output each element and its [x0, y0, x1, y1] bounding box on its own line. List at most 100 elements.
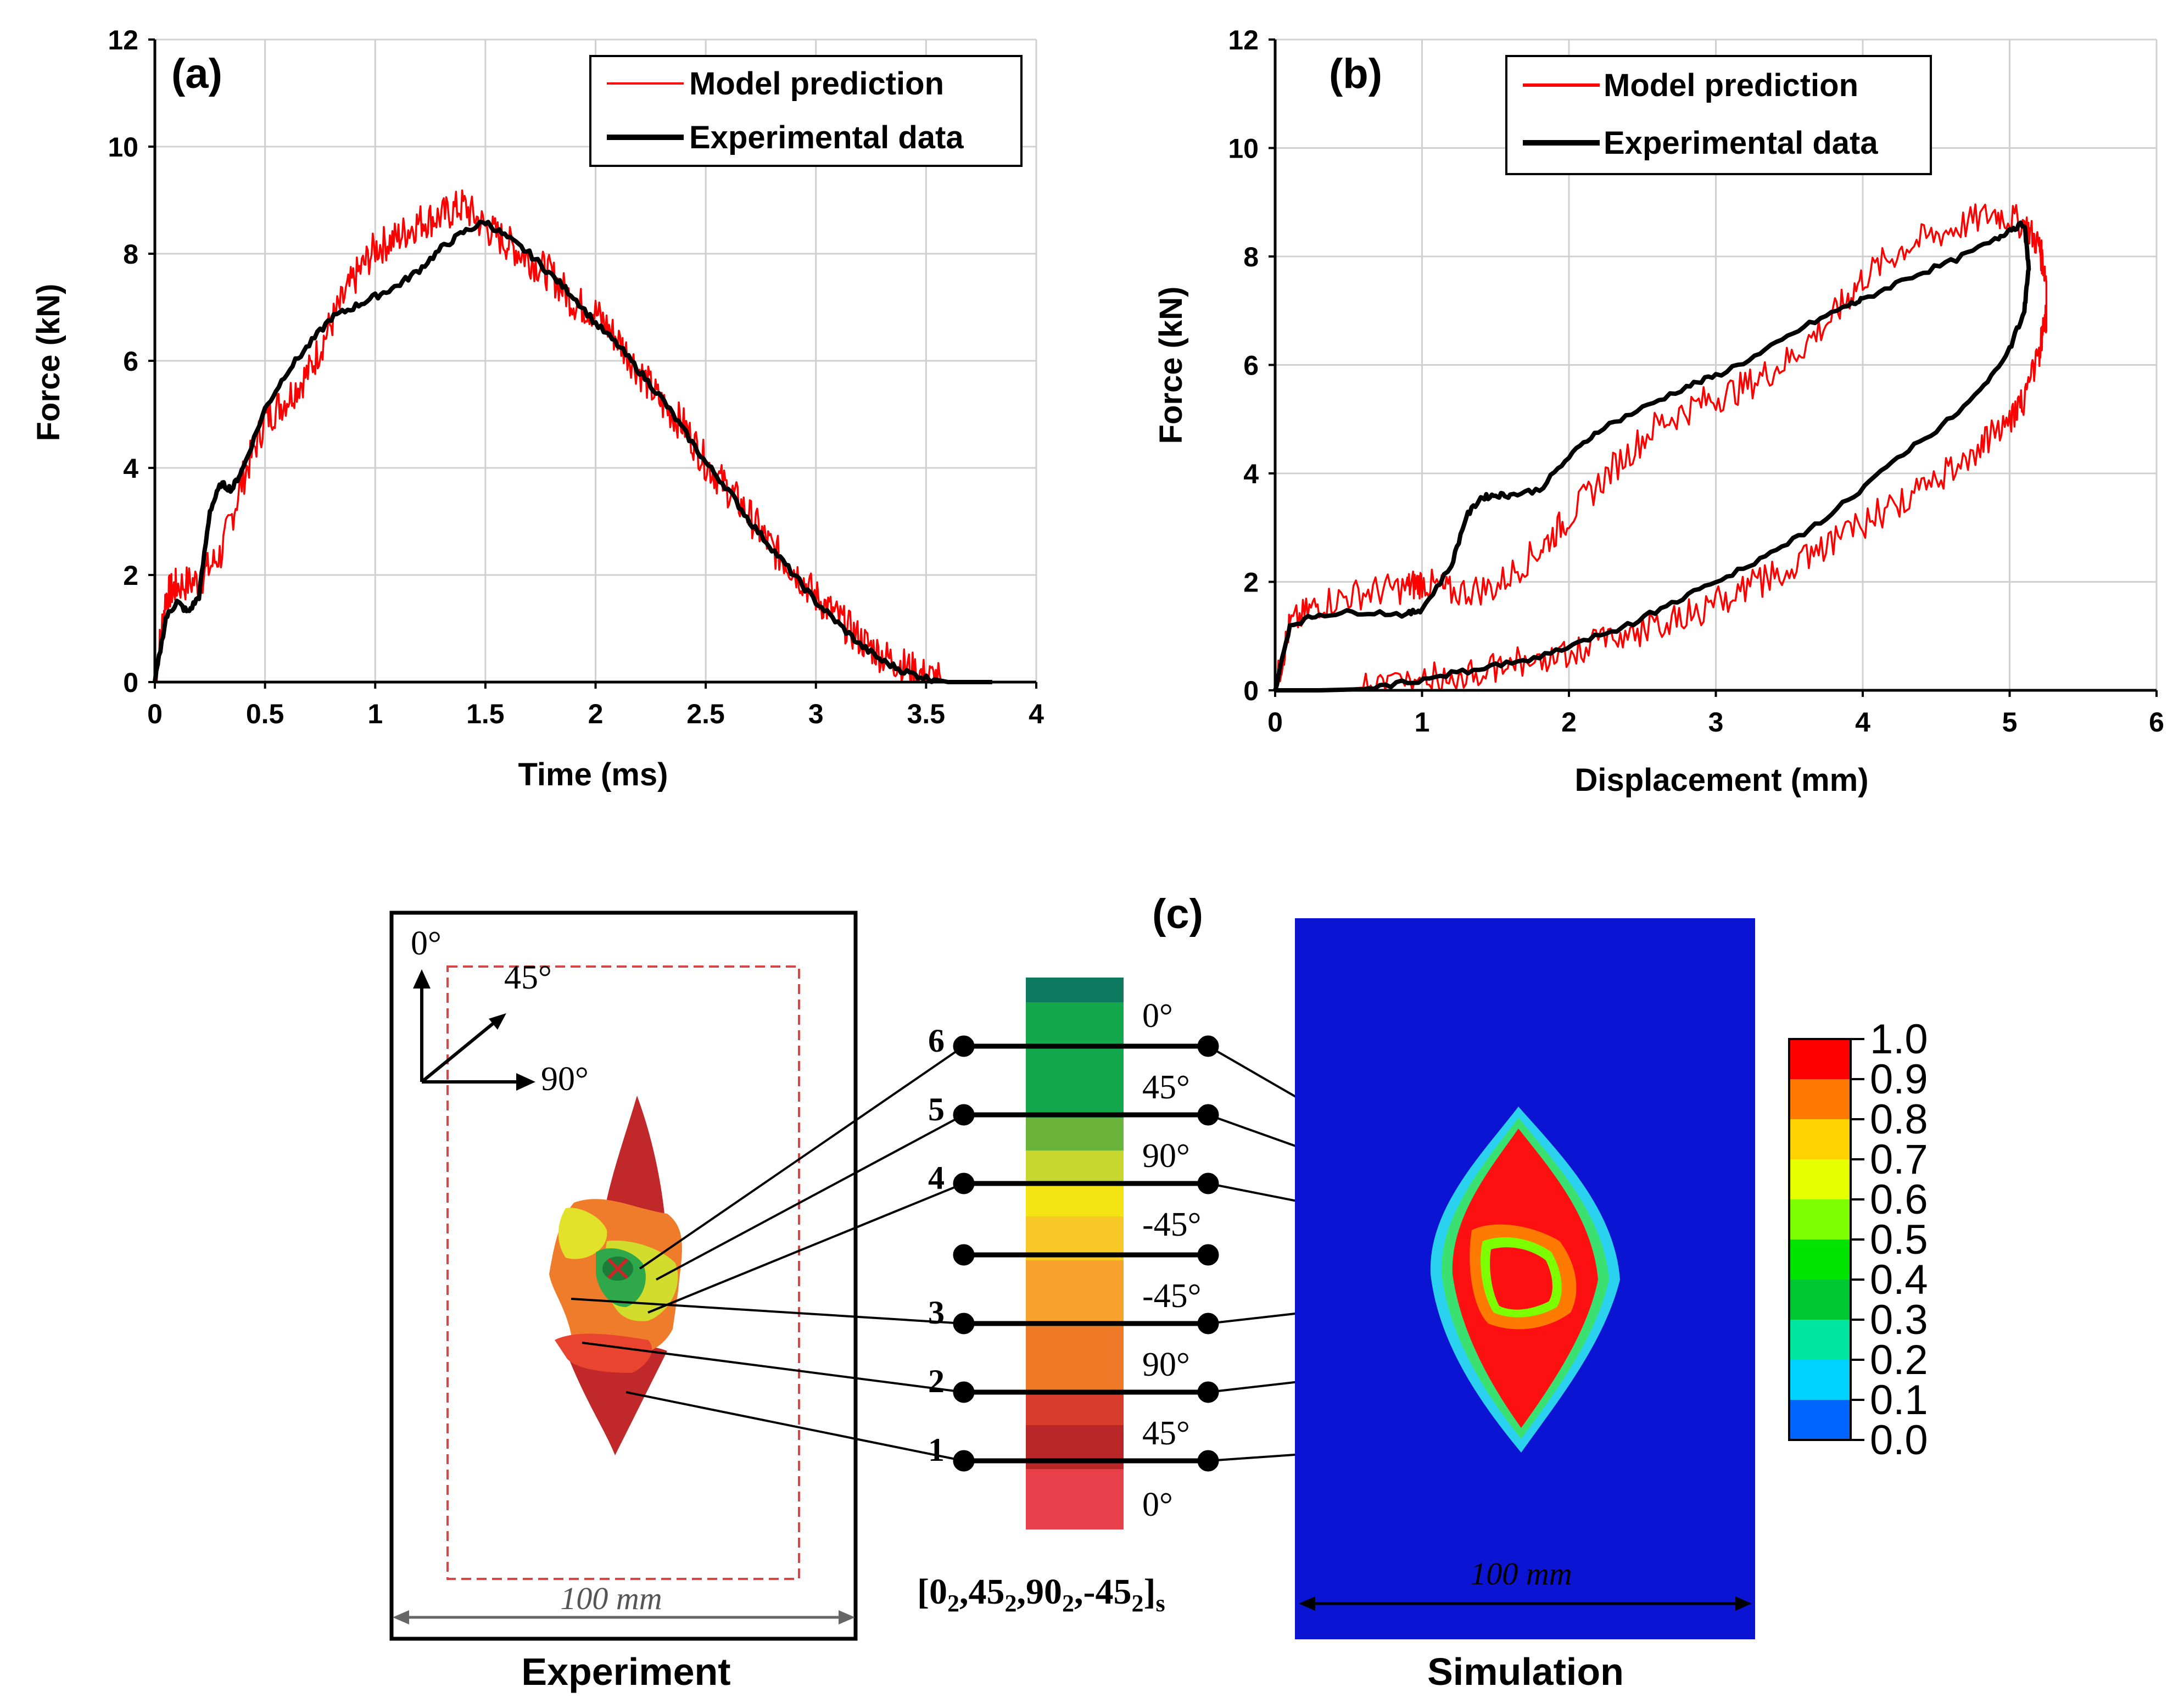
- series-line-experimental-data: [153, 219, 992, 684]
- simulation-width-arrow-right: [1735, 1596, 1752, 1611]
- colorbar-swatch: [1789, 1280, 1851, 1320]
- series-line-experimental-data: [1273, 220, 2031, 693]
- interface-number: 5: [928, 1091, 945, 1127]
- colorbar-label: 0.5: [1870, 1216, 1928, 1263]
- colorbar-swatch: [1789, 1239, 1851, 1280]
- panel-b-x-axis-label: Displacement (mm): [1574, 762, 1868, 798]
- colorbar-swatch: [1789, 1360, 1851, 1400]
- interface-number: 6: [928, 1023, 945, 1059]
- damage-colorbar: [1788, 1038, 1864, 1441]
- panel-a-label: (a): [171, 51, 222, 97]
- y-tick-label: 8: [123, 239, 138, 270]
- colorbar-label: 0.0: [1870, 1417, 1928, 1464]
- x-tick-label: 1.5: [466, 699, 505, 729]
- panel-a-series-group: [153, 189, 992, 684]
- y-tick-label: 10: [1228, 133, 1259, 164]
- simulation-width-arrow-left: [1299, 1596, 1315, 1611]
- damage-colorbar-labels: 1.00.90.80.70.60.50.40.30.20.10.0: [1870, 1016, 1928, 1464]
- interface-numbers: 6 5 4 3 2 1: [928, 1023, 945, 1468]
- colorbar-label: 0.6: [1870, 1176, 1928, 1223]
- y-tick-label: 0: [123, 667, 138, 698]
- interface-number: 3: [928, 1294, 945, 1331]
- panel-a-x-axis-label: Time (ms): [518, 757, 668, 792]
- experiment-width-arrow-right: [839, 1610, 855, 1624]
- simulation-damage-map: [1430, 1107, 1620, 1453]
- x-tick-label: 0.5: [246, 699, 284, 729]
- panel-c-label: (c): [1152, 891, 1203, 937]
- experiment-dashed-region: [446, 965, 800, 1580]
- x-tick-label: 3: [808, 699, 824, 729]
- ply-angle-label: 90°: [1142, 1137, 1190, 1175]
- colorbar-swatch: [1789, 1039, 1851, 1079]
- experiment-specimen: 0° 45° 90° 100 mm Experiment: [389, 911, 858, 1693]
- y-tick-label: 2: [123, 560, 138, 591]
- layup-label: [02,452,902,-452]s: [917, 1572, 1165, 1617]
- colorbar-swatch: [1789, 1320, 1851, 1360]
- panel-a-legend-box: [589, 55, 1023, 167]
- ply-angle-label: 0°: [1142, 997, 1173, 1035]
- interface-number: 4: [928, 1160, 945, 1196]
- panel-a-axes: [148, 38, 1037, 689]
- y-tick-label: 12: [108, 25, 138, 55]
- panel-b-legend-model-label: Model prediction: [1604, 68, 1858, 103]
- y-tick-label: 12: [1228, 25, 1259, 55]
- orientation-90deg-label: 90°: [541, 1060, 589, 1098]
- colorbar-swatch: [1789, 1079, 1851, 1119]
- interface-number: 2: [928, 1363, 945, 1399]
- panel-b-legend-box: [1505, 55, 1932, 175]
- panel-a-tick-labels: 0 0.5 1 1.5 2 2.5 3 3.5 4 0 2 4 6 8 10 12: [108, 25, 1044, 729]
- panel-a-y-axis-label: Force (kN): [31, 284, 66, 442]
- orientation-45deg-arrowhead: [489, 1013, 506, 1030]
- ply-angle-label: 90°: [1142, 1346, 1190, 1383]
- simulation-specimen: 100 mm Simulation: [1295, 918, 1755, 1693]
- y-tick-label: 6: [123, 346, 138, 377]
- colorbar-label: 1.0: [1870, 1016, 1928, 1063]
- panel-b-axes: [1269, 38, 2158, 697]
- colorbar-label: 0.7: [1870, 1136, 1928, 1183]
- colorbar-swatch: [1789, 1400, 1851, 1440]
- simulation-caption: Simulation: [1427, 1650, 1624, 1693]
- panel-a-chart: 0 0.5 1 1.5 2 2.5 3 3.5 4 0 2 4 6 8 10 12 Time (ms) For…: [31, 25, 1044, 792]
- x-tick-label: 2: [1561, 707, 1577, 738]
- ply-angle-labels: 0° 45° 90° -45° -45° 90° 45° 0°: [1142, 997, 1201, 1523]
- interface-number: 1: [928, 1432, 945, 1468]
- panel-c: (c) 0° 45° 90°: [389, 891, 1928, 1693]
- experiment-caption: Experiment: [521, 1650, 730, 1693]
- orientation-0deg-arrowhead: [413, 969, 431, 989]
- x-tick-label: 3: [1708, 707, 1724, 738]
- orientation-0deg-label: 0°: [411, 925, 442, 962]
- x-tick-label: 2.5: [686, 699, 725, 729]
- orientation-90deg-arrowhead: [516, 1073, 535, 1091]
- experiment-width-label: 100 mm: [560, 1581, 662, 1616]
- colorbar-swatch: [1789, 1159, 1851, 1199]
- colorbar-label: 0.4: [1870, 1257, 1928, 1303]
- y-tick-label: 4: [1243, 459, 1259, 489]
- y-tick-label: 10: [108, 132, 138, 163]
- simulation-width-label: 100 mm: [1470, 1556, 1572, 1592]
- x-tick-label: 0: [147, 699, 163, 729]
- x-tick-label: 0: [1267, 707, 1283, 738]
- experiment-width-arrow-left: [393, 1610, 409, 1624]
- y-tick-label: 4: [123, 453, 138, 484]
- ply-angle-label: 45°: [1142, 1069, 1190, 1106]
- panel-b-legend-experimental-label: Experimental data: [1604, 125, 1878, 161]
- colorbar-label: 0.3: [1870, 1297, 1928, 1343]
- x-tick-label: 6: [2149, 707, 2164, 738]
- x-tick-label: 5: [2002, 707, 2018, 738]
- x-tick-label: 1: [367, 699, 383, 729]
- colorbar-label: 0.9: [1870, 1056, 1928, 1103]
- x-tick-label: 4: [1855, 707, 1870, 738]
- orientation-45deg-label: 45°: [504, 959, 552, 996]
- colorbar-swatch: [1789, 1119, 1851, 1159]
- colorbar-swatch: [1789, 1199, 1851, 1239]
- panel-b-legend: Model prediction Experimental data: [1505, 55, 1932, 175]
- experiment-damage-map: [549, 1096, 682, 1455]
- panel-a-grid: [155, 38, 1037, 682]
- ply-angle-label: -45°: [1142, 1206, 1201, 1243]
- panel-a-legend: Model prediction Experimental data: [589, 55, 1023, 167]
- x-tick-label: 4: [1029, 699, 1044, 729]
- y-tick-label: 6: [1243, 350, 1259, 381]
- x-tick-label: 1: [1415, 707, 1430, 738]
